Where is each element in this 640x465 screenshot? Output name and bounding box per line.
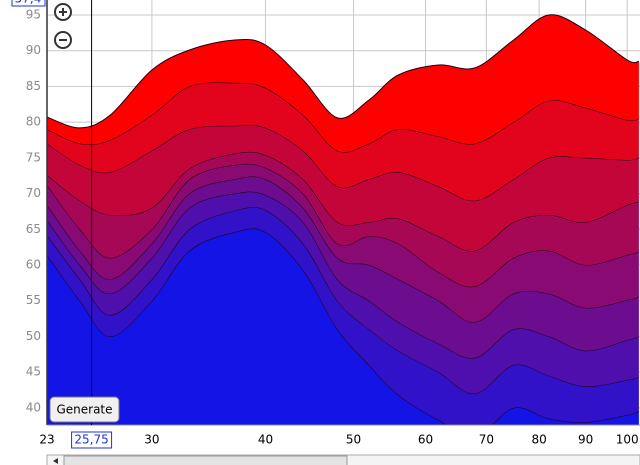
y-tick-label: 85 — [26, 79, 41, 93]
button-label: Generate — [56, 403, 112, 417]
y-tick-label: 60 — [26, 258, 41, 272]
cursor-y-box — [11, 0, 46, 7]
y-tick-label: 40 — [26, 400, 41, 414]
x-tick-label: 23 — [39, 433, 54, 447]
x-tick-label: 80 — [531, 433, 546, 447]
x-tick-label: 70 — [479, 433, 494, 447]
x-tick-label: 30 — [144, 433, 159, 447]
y-tick-label: 45 — [26, 365, 41, 379]
area — [47, 228, 639, 425]
axes: 40 45 50 55 60 65 70 75 80 85 90 95 23 30 40 50 60 70 80 90… — [11, 0, 640, 465]
x-tick-label: 90 — [578, 433, 593, 447]
area — [47, 151, 639, 287]
generate-button[interactable]: Generate — [49, 396, 120, 423]
cursor-x-box — [71, 431, 113, 449]
area-outline — [47, 14, 639, 129]
x-tick-label: 100 — [616, 433, 639, 447]
zoom-in-button[interactable] — [54, 3, 72, 21]
area — [47, 82, 639, 201]
button-face — [49, 396, 120, 423]
y-tick-label: 80 — [26, 115, 41, 129]
scrollbar-arrow[interactable] — [53, 458, 58, 464]
cursor-x-label: 25,75 — [74, 433, 108, 447]
areas — [47, 14, 640, 425]
x-tick-label: 60 — [418, 433, 433, 447]
area — [47, 206, 639, 425]
y-tick-label: 95 — [26, 8, 41, 22]
y-tick-label: 65 — [26, 222, 41, 236]
x-tick-label: 50 — [346, 433, 361, 447]
area — [47, 163, 639, 323]
y-tick-label: 50 — [26, 329, 41, 343]
x-tick-label: 40 — [258, 433, 273, 447]
area — [47, 14, 639, 153]
cursor-y-label: 57,4 — [15, 0, 42, 6]
y-tick-label: 70 — [26, 186, 41, 200]
zoom-out-button[interactable] — [54, 31, 72, 49]
y-tick-label: 90 — [26, 43, 41, 57]
y-tick-label: 55 — [26, 293, 41, 307]
y-tick-label: 75 — [26, 150, 41, 164]
area — [47, 191, 639, 394]
scrollbar-thumb[interactable] — [63, 455, 348, 465]
